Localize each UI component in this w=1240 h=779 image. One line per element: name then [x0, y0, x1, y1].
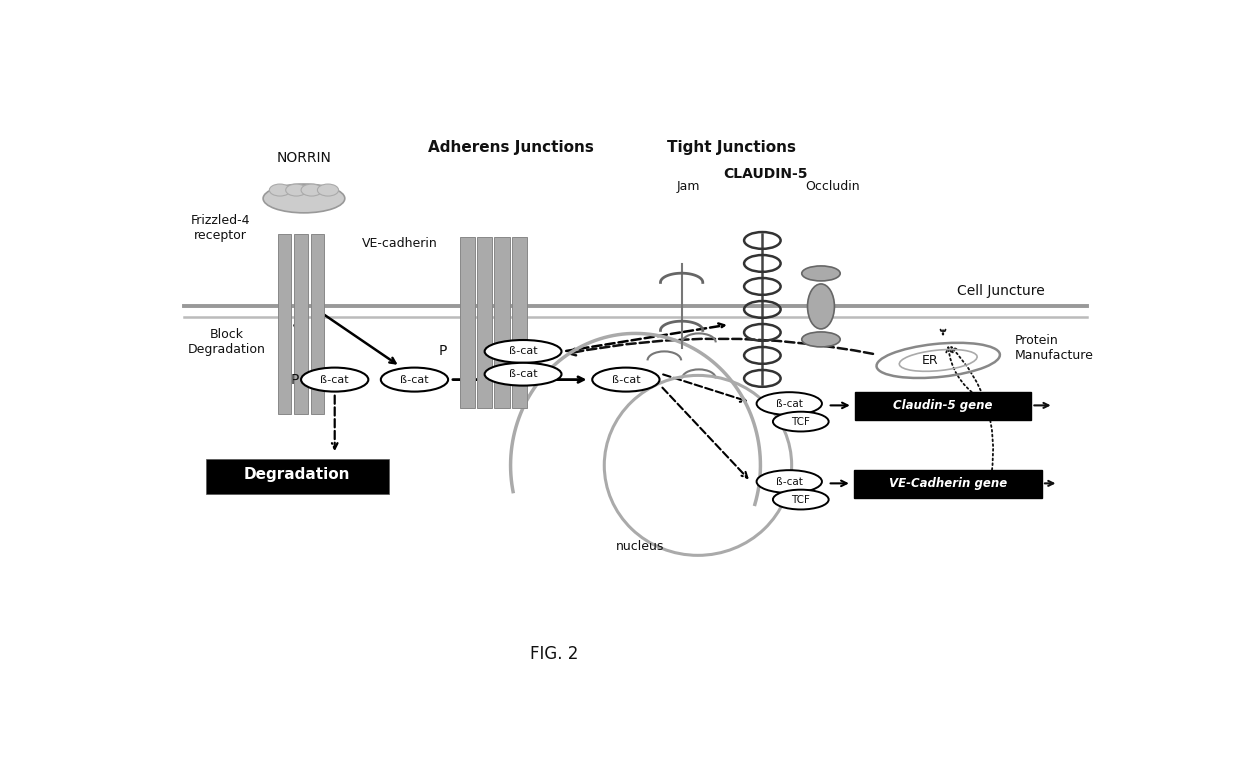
Text: ß-cat: ß-cat: [320, 375, 348, 385]
Ellipse shape: [802, 332, 841, 347]
Ellipse shape: [756, 471, 822, 493]
Text: ß-cat: ß-cat: [508, 347, 537, 357]
Text: TCF: TCF: [791, 495, 810, 505]
Bar: [206, 460, 388, 494]
Text: ß-cat: ß-cat: [401, 375, 429, 385]
Text: Cell Juncture: Cell Juncture: [957, 284, 1044, 298]
Text: NORRIN: NORRIN: [277, 151, 331, 165]
Bar: [294, 234, 308, 414]
Text: Jam: Jam: [677, 180, 701, 193]
Bar: [460, 238, 475, 408]
Bar: [512, 238, 527, 408]
Text: P: P: [290, 372, 299, 386]
Ellipse shape: [269, 184, 290, 196]
Text: ß-cat: ß-cat: [611, 375, 640, 385]
Text: ß-cat: ß-cat: [776, 477, 802, 487]
Text: ß-cat: ß-cat: [508, 369, 537, 379]
Text: VE-cadherin: VE-cadherin: [362, 237, 438, 250]
Ellipse shape: [485, 363, 562, 386]
Text: FIG. 2: FIG. 2: [529, 645, 578, 664]
Ellipse shape: [485, 340, 562, 363]
Bar: [854, 392, 1032, 420]
Text: Protein
Manufacture: Protein Manufacture: [1016, 334, 1094, 362]
Text: TCF: TCF: [791, 417, 810, 427]
Text: Degradation: Degradation: [244, 467, 351, 482]
Text: CLAUDIN-5: CLAUDIN-5: [723, 167, 807, 182]
Ellipse shape: [317, 184, 339, 196]
Text: VE-Cadherin gene: VE-Cadherin gene: [889, 477, 1007, 490]
Ellipse shape: [593, 368, 660, 392]
Ellipse shape: [301, 368, 368, 392]
Ellipse shape: [773, 490, 828, 509]
Text: Frizzled-4
receptor: Frizzled-4 receptor: [191, 214, 250, 242]
Ellipse shape: [381, 368, 448, 392]
Ellipse shape: [756, 392, 822, 415]
Bar: [853, 471, 1042, 498]
Ellipse shape: [773, 411, 828, 432]
Ellipse shape: [802, 266, 841, 281]
Text: Block
Degradation: Block Degradation: [188, 329, 267, 357]
Bar: [311, 234, 324, 414]
Ellipse shape: [807, 284, 835, 329]
Text: Adherens Junctions: Adherens Junctions: [428, 140, 594, 155]
Ellipse shape: [301, 184, 322, 196]
Text: ß-cat: ß-cat: [776, 399, 802, 409]
Text: nucleus: nucleus: [616, 540, 665, 553]
Ellipse shape: [263, 184, 345, 213]
Bar: [495, 238, 510, 408]
Ellipse shape: [285, 184, 306, 196]
Text: Claudin-5 gene: Claudin-5 gene: [893, 399, 993, 412]
Bar: [278, 234, 291, 414]
Text: Occludin: Occludin: [805, 180, 859, 193]
Text: P: P: [439, 344, 448, 358]
Text: Tight Junctions: Tight Junctions: [667, 140, 796, 155]
Text: ER: ER: [923, 354, 939, 367]
Bar: [477, 238, 492, 408]
